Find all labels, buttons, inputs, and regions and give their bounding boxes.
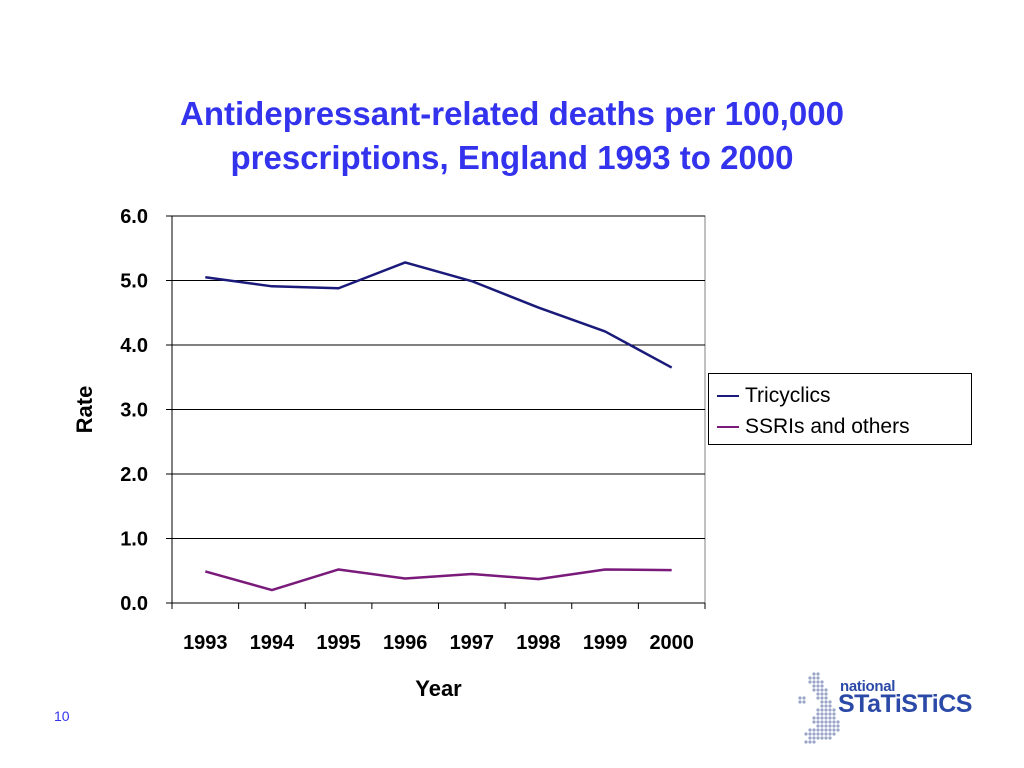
uk-map-icon: [798, 672, 840, 744]
chart-title-line-2: prescriptions, England 1993 to 2000: [230, 139, 794, 176]
x-axis-label: Year: [415, 676, 462, 701]
series-line-ssris: [204, 568, 672, 592]
legend-item-ssris: SSRIs and others: [709, 411, 971, 442]
y-axis-label: Rate: [72, 386, 97, 434]
national-statistics-logo: national STaTiSTiCS: [796, 668, 986, 750]
y-tick-label: 4.0: [120, 335, 148, 357]
logo-word-national: national: [840, 678, 896, 695]
x-tick-label: 1998: [516, 632, 561, 654]
legend-item-tricyclics: Tricyclics: [709, 380, 971, 411]
series-line-tricyclics: [205, 261, 673, 369]
legend-label-ssris: SSRIs and others: [745, 414, 910, 438]
y-tick-label: 2.0: [120, 464, 148, 486]
x-tick-label: 2000: [649, 632, 694, 654]
legend-swatch-ssris: [717, 425, 739, 428]
y-tick-label: 1.0: [120, 529, 148, 551]
y-tick-label: 3.0: [120, 400, 148, 422]
x-tick-label: 1999: [583, 632, 628, 654]
y-tick-label: 5.0: [120, 271, 148, 293]
legend-swatch-tricyclics: [717, 394, 739, 397]
x-tick-label: 1995: [316, 632, 361, 654]
chart-legend: Tricyclics SSRIs and others: [708, 373, 972, 445]
chart-title: Antidepressant-related deaths per 100,00…: [0, 92, 1024, 180]
x-tick-label: 1994: [250, 632, 295, 654]
chart-title-line-1: Antidepressant-related deaths per 100,00…: [180, 95, 844, 132]
y-tick-label: 0.0: [120, 593, 148, 615]
logo-word-statistics: STaTiSTiCS: [838, 690, 972, 718]
x-tick-label: 1993: [183, 632, 228, 654]
legend-label-tricyclics: Tricyclics: [745, 383, 831, 407]
y-tick-label: 6.0: [120, 206, 148, 228]
slide-number: 10: [54, 708, 70, 724]
x-tick-label: 1996: [383, 632, 428, 654]
x-tick-label: 1997: [450, 632, 495, 654]
